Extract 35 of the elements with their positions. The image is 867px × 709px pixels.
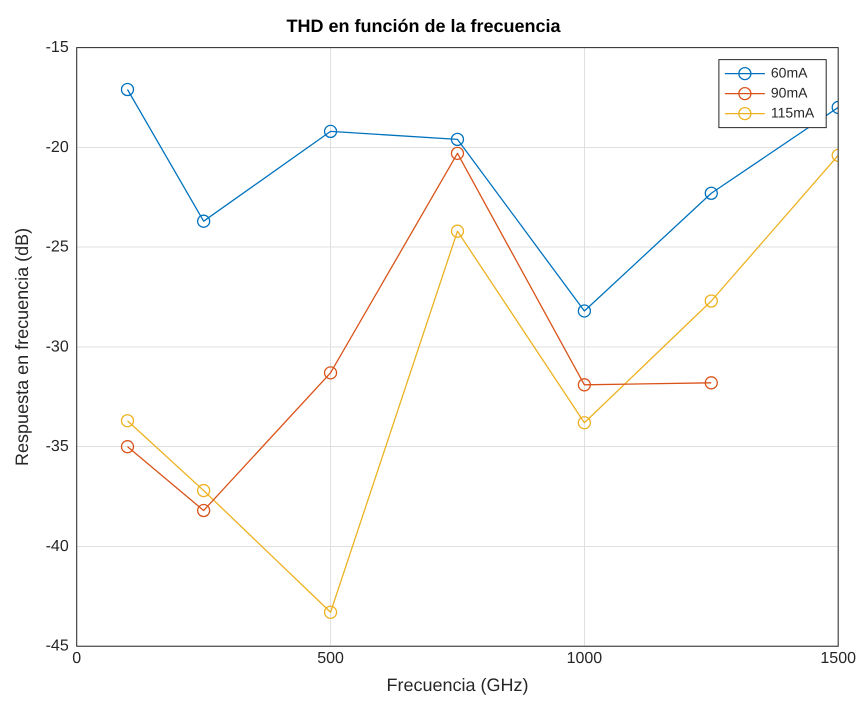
y-tick-label: -30 [46, 338, 69, 356]
point [578, 304, 592, 318]
point [450, 132, 464, 146]
x-axis-title: Frecuencia (GHz) [386, 675, 528, 696]
point [196, 484, 210, 498]
point [324, 606, 338, 619]
y-tick-label: -40 [46, 538, 69, 555]
legend-label: 60mA [770, 64, 808, 80]
point [120, 414, 134, 428]
x-tick-label: 1000 [566, 650, 602, 668]
chart-title: THD en función de la frecuencia [286, 16, 562, 36]
point [704, 294, 718, 308]
legend-label: 90mA [770, 84, 808, 100]
y-tick-label: -35 [46, 438, 69, 456]
point [324, 366, 338, 380]
point [704, 186, 718, 200]
point [450, 146, 464, 160]
x-tick-label: 0 [72, 650, 82, 668]
y-tick-label: -15 [46, 39, 69, 56]
point [120, 82, 134, 96]
x-tick-label: 1500 [820, 650, 856, 668]
point [450, 224, 464, 238]
point [704, 376, 718, 390]
y-tick-label: -20 [46, 138, 69, 156]
y-tick-label: -45 [46, 638, 69, 655]
point [578, 378, 592, 392]
point [324, 124, 338, 138]
y-tick-label: -25 [46, 238, 69, 256]
point [196, 504, 210, 518]
y-axis-title: Respuesta en frecuencia (dB) [12, 228, 32, 466]
point [196, 214, 210, 228]
x-tick-label: 500 [317, 650, 344, 668]
point [120, 440, 134, 454]
point [578, 416, 592, 430]
legend-label: 115mA [770, 104, 815, 120]
